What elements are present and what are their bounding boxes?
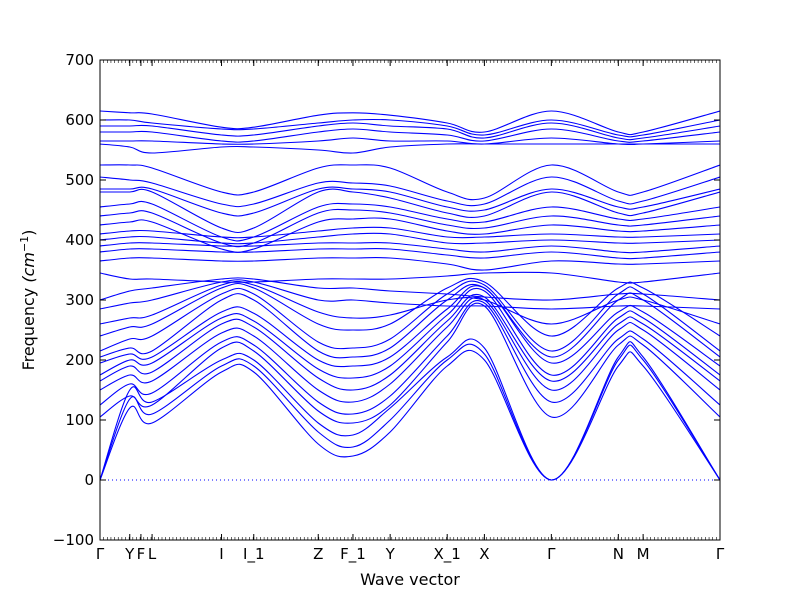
y-tick-label: 500 bbox=[65, 171, 94, 189]
band-line-16 bbox=[100, 271, 720, 284]
kpoint-label: F bbox=[137, 545, 146, 563]
band-line-2 bbox=[100, 343, 720, 481]
band-lines bbox=[100, 110, 720, 481]
band-line-8 bbox=[100, 288, 720, 379]
band-line-9 bbox=[100, 285, 720, 368]
y-tick-label: 700 bbox=[65, 51, 94, 69]
y-tick-label: 200 bbox=[65, 351, 94, 369]
kpoint-label: N bbox=[613, 545, 624, 563]
kpoint-label: F_1 bbox=[340, 545, 366, 564]
kpoint-label: Y bbox=[124, 545, 135, 563]
band-line-32 bbox=[100, 122, 720, 141]
band-line-28 bbox=[100, 164, 720, 201]
kpoint-label: Γ bbox=[96, 545, 105, 563]
y-tick-label: −100 bbox=[53, 531, 94, 549]
band-line-11 bbox=[100, 280, 720, 352]
band-line-5 bbox=[100, 300, 720, 415]
x-axis-title: Wave vector bbox=[360, 570, 460, 589]
kpoint-label: X_1 bbox=[434, 545, 461, 564]
y-axis-title-text: Frequency bbox=[19, 288, 38, 371]
kpoint-label: M bbox=[637, 545, 650, 563]
kpoint-label: X bbox=[479, 545, 489, 563]
band-line-24 bbox=[100, 200, 720, 242]
y-tick-label: 0 bbox=[84, 471, 94, 489]
band-line-31 bbox=[100, 128, 720, 143]
x-tick-labels: Γ Y F L I I_1 Z F_1 Y X_1 X Γ N M Γ bbox=[96, 545, 725, 564]
band-line-22 bbox=[100, 217, 720, 253]
band-line-25 bbox=[100, 188, 720, 234]
band-line-6 bbox=[100, 297, 720, 403]
band-line-34 bbox=[100, 110, 720, 136]
kpoint-label: Y bbox=[385, 545, 396, 563]
kpoint-label: I_1 bbox=[243, 545, 264, 564]
band-line-17 bbox=[100, 257, 720, 271]
y-tick-labels: −100 0 100 200 300 400 500 600 700 bbox=[53, 51, 94, 549]
band-line-4 bbox=[100, 302, 720, 424]
band-line-23 bbox=[100, 208, 720, 248]
band-line-1 bbox=[100, 349, 720, 481]
band-line-27 bbox=[100, 176, 720, 208]
band-line-21 bbox=[100, 226, 720, 239]
y-tick-label: 300 bbox=[65, 291, 94, 309]
band-line-15 bbox=[100, 277, 720, 301]
y-axis-unit: (cm bbox=[19, 252, 38, 283]
band-line-18 bbox=[100, 248, 720, 260]
band-line-12 bbox=[100, 277, 720, 337]
y-axis-unit-close: ) bbox=[19, 230, 38, 236]
band-line-33 bbox=[100, 118, 720, 138]
band-line-7 bbox=[100, 294, 720, 391]
y-axis-unit-exponent: −1 bbox=[18, 236, 31, 252]
kpoint-label: I bbox=[219, 545, 223, 563]
band-line-14 bbox=[100, 279, 720, 310]
kpoint-label: Γ bbox=[716, 545, 725, 563]
band-line-26 bbox=[100, 186, 720, 217]
band-line-10 bbox=[100, 283, 720, 359]
band-line-19 bbox=[100, 242, 720, 254]
band-line-30 bbox=[100, 137, 720, 146]
y-tick-label: 100 bbox=[65, 411, 94, 429]
band-line-20 bbox=[100, 232, 720, 245]
y-axis-title: Frequency (cm−1) bbox=[18, 230, 38, 371]
kpoint-label: L bbox=[148, 545, 157, 563]
y-tick-label: 400 bbox=[65, 231, 94, 249]
y-tick-label: 600 bbox=[65, 111, 94, 129]
plot-frame bbox=[99, 59, 721, 541]
kpoint-label: Γ bbox=[547, 545, 556, 563]
band-line-13 bbox=[100, 280, 720, 325]
kpoint-label: Z bbox=[313, 545, 323, 563]
